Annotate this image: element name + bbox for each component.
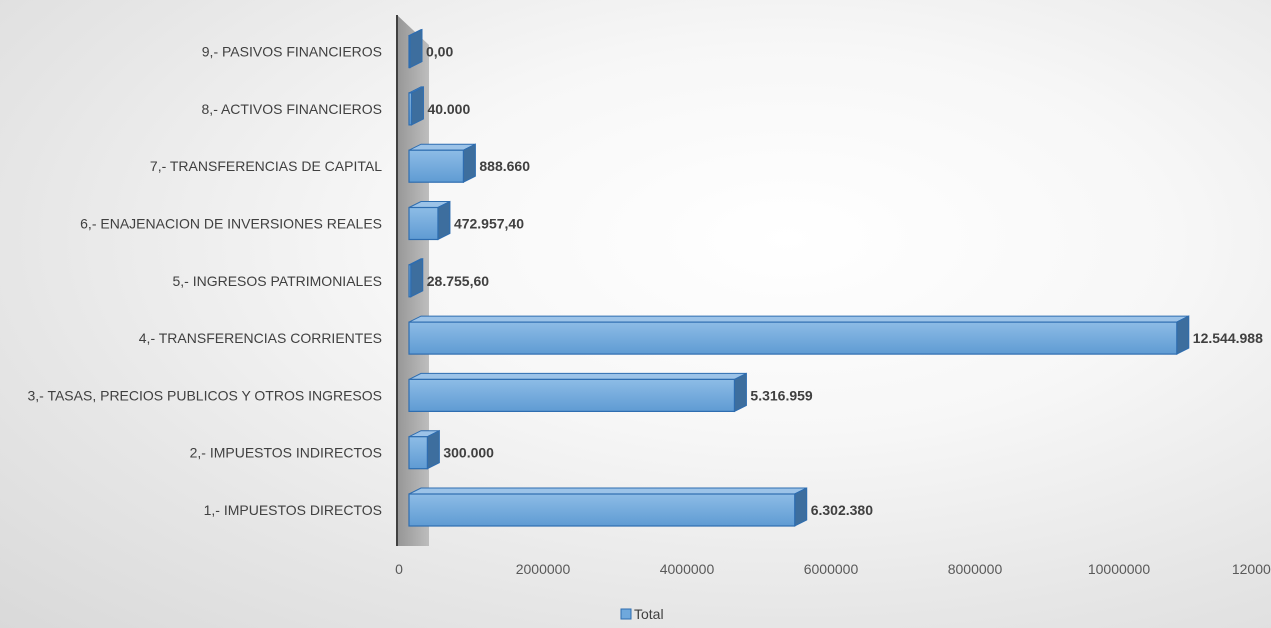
bar-7: [408, 143, 476, 184]
bar-end-face: [733, 372, 747, 413]
bar-5: [408, 257, 424, 298]
bar-front-face: [408, 264, 412, 298]
bar-top-face: [408, 372, 747, 380]
category-label: 6,- ENAJENACION DE INVERSIONES REALES: [80, 216, 382, 232]
x-tick-label: 2000000: [516, 561, 571, 577]
category-label: 7,- TRANSFERENCIAS DE CAPITAL: [150, 158, 382, 174]
bar-8: [408, 86, 424, 126]
bar-end-face: [794, 487, 808, 527]
bar-front-face: [408, 378, 736, 412]
bar-top-face: [408, 315, 1190, 323]
data-label: 5.316.959: [750, 387, 812, 403]
legend-swatch: [620, 608, 632, 620]
data-label: 40.000: [427, 101, 470, 117]
bar-front-face: [408, 149, 464, 183]
bar-top-face: [408, 487, 807, 495]
category-label: 9,- PASIVOS FINANCIEROS: [202, 44, 382, 60]
category-label: 1,- IMPUESTOS DIRECTOS: [204, 502, 382, 518]
data-label: 300.000: [443, 445, 494, 461]
bar-4: [408, 315, 1190, 355]
bar-2: [408, 429, 440, 470]
data-label: 0,00: [426, 44, 453, 60]
bar-end-face: [1176, 315, 1190, 355]
x-tick-label: 8000000: [948, 561, 1003, 577]
legend: Total: [620, 606, 664, 622]
bar-front-face: [408, 321, 1178, 355]
bar-front-face: [408, 493, 796, 527]
bar-end-face: [410, 86, 424, 126]
bar-front-face: [408, 206, 439, 241]
labels-group: 1,- IMPUESTOS DIRECTOS 6.302.380 2,- IMPUE…: [27, 44, 1263, 518]
x-tick-label: 6000000: [804, 561, 859, 577]
category-label: 4,- TRANSFERENCIAS CORRIENTES: [139, 330, 382, 346]
category-label: 2,- IMPUESTOS INDIRECTOS: [190, 445, 382, 461]
x-tick-label: 12000000: [1232, 561, 1271, 577]
bar-1: [408, 487, 808, 527]
bar-end-face: [462, 143, 476, 184]
x-axis: 0 2000000 4000000 6000000 8000000 10000000 120…: [395, 561, 1271, 577]
data-label: 888.660: [479, 158, 530, 174]
bar-front-face: [408, 436, 428, 470]
data-label: 6.302.380: [811, 502, 873, 518]
bar-end-face: [410, 257, 424, 298]
bar-3: [408, 372, 747, 413]
data-label: 28.755,60: [427, 273, 489, 289]
bar-end-face: [409, 28, 423, 69]
x-tick-label: 10000000: [1088, 561, 1151, 577]
data-label: 472.957,40: [454, 216, 524, 232]
bar-front-face: [408, 92, 413, 126]
bar-end-face: [437, 200, 451, 241]
data-label: 12.544.988: [1193, 330, 1263, 346]
bar-front-face: [408, 34, 411, 69]
category-label: 5,- INGRESOS PATRIMONIALES: [172, 273, 382, 289]
category-label: 3,- TASAS, PRECIOS PUBLICOS Y OTROS INGR…: [27, 387, 382, 403]
x-tick-label: 4000000: [660, 561, 715, 577]
bar-end-face: [426, 429, 440, 470]
bar-6: [408, 200, 451, 241]
bars-group: [408, 28, 1190, 527]
legend-label: Total: [634, 606, 664, 622]
category-label: 8,- ACTIVOS FINANCIEROS: [202, 101, 382, 117]
x-tick-label: 0: [395, 561, 403, 577]
bar-9: [408, 28, 423, 69]
